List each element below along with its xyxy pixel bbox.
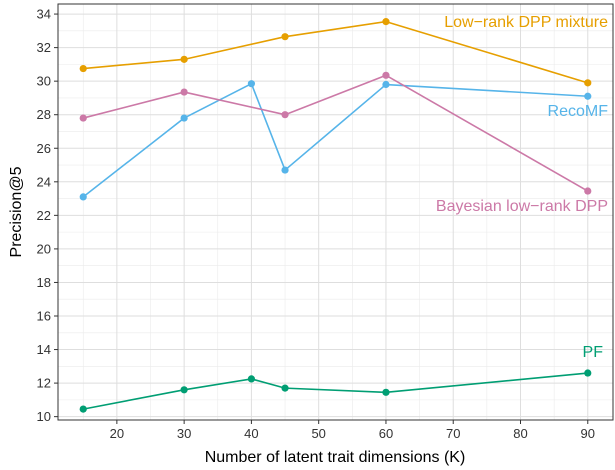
data-point-1-2 — [247, 80, 256, 88]
x-tick-label: 60 — [379, 426, 393, 441]
data-point-2-1 — [180, 88, 188, 96]
series-line-3 — [83, 372, 588, 410]
data-point-0-4 — [584, 79, 592, 87]
x-tick-label: 90 — [581, 426, 595, 441]
data-point-2-3 — [382, 71, 390, 79]
data-point-3-4 — [382, 388, 390, 396]
y-tick-label: 12 — [37, 376, 51, 391]
data-point-2-0 — [79, 114, 87, 122]
x-tick-label: 40 — [244, 426, 258, 441]
data-point-0-1 — [180, 55, 188, 63]
y-tick-label: 14 — [37, 342, 51, 357]
y-tick-label: 32 — [37, 40, 51, 55]
data-point-1-3 — [281, 166, 289, 174]
y-tick-label: 30 — [37, 74, 51, 89]
y-axis-ticks: 10 12 14 16 18 20 22 24 26 28 30 32 34 — [37, 7, 58, 424]
x-tick-label: 30 — [177, 426, 191, 441]
data-point-1-0 — [79, 193, 87, 201]
x-tick-label: 80 — [513, 426, 527, 441]
data-point-0-2 — [281, 33, 289, 41]
grid-major — [58, 4, 613, 420]
x-tick-label: 70 — [446, 426, 460, 441]
plot-border — [57, 3, 614, 421]
data-point-1-1 — [180, 114, 188, 122]
y-tick-label: 28 — [37, 107, 51, 122]
series-line-1 — [82, 82, 588, 198]
series-label-recomf: RecoMF — [548, 103, 609, 120]
y-tick-label: 20 — [37, 241, 51, 256]
data-point-3-0 — [79, 405, 87, 413]
y-tick-label: 16 — [37, 309, 51, 324]
y-axis-label: Precision@5 — [8, 166, 25, 257]
series-label-bayesian-low-rank-dpp: Bayesian low−rank DPP — [436, 198, 608, 215]
x-axis-ticks: 20 30 40 50 60 70 80 90 — [110, 420, 595, 441]
data-point-3-3 — [281, 384, 289, 392]
series-label-pf: PF — [583, 344, 604, 361]
data-point-2-4 — [584, 187, 592, 195]
x-tick-label: 20 — [110, 426, 124, 441]
series-label-low-rank-dpp-mixture: Low−rank DPP mixture — [444, 14, 608, 31]
y-tick-label: 18 — [37, 275, 51, 290]
x-tick-label: 50 — [311, 426, 325, 441]
y-tick-label: 22 — [37, 208, 51, 223]
data-point-0-3 — [382, 18, 390, 26]
data-point-1-4 — [382, 80, 390, 89]
data-point-3-2 — [247, 375, 256, 383]
x-axis-label: Number of latent trait dimensions (K) — [205, 449, 466, 466]
data-point-3-1 — [180, 386, 188, 394]
data-point-1-5 — [584, 92, 592, 100]
grid-minor — [58, 4, 613, 420]
series-points — [79, 18, 592, 413]
y-tick-label: 34 — [37, 7, 51, 22]
data-point-3-5 — [584, 369, 592, 377]
y-tick-label: 26 — [37, 141, 51, 156]
data-point-2-2 — [281, 111, 289, 119]
y-tick-label: 24 — [37, 174, 51, 189]
data-point-0-0 — [79, 64, 87, 73]
y-tick-label: 10 — [37, 409, 51, 424]
